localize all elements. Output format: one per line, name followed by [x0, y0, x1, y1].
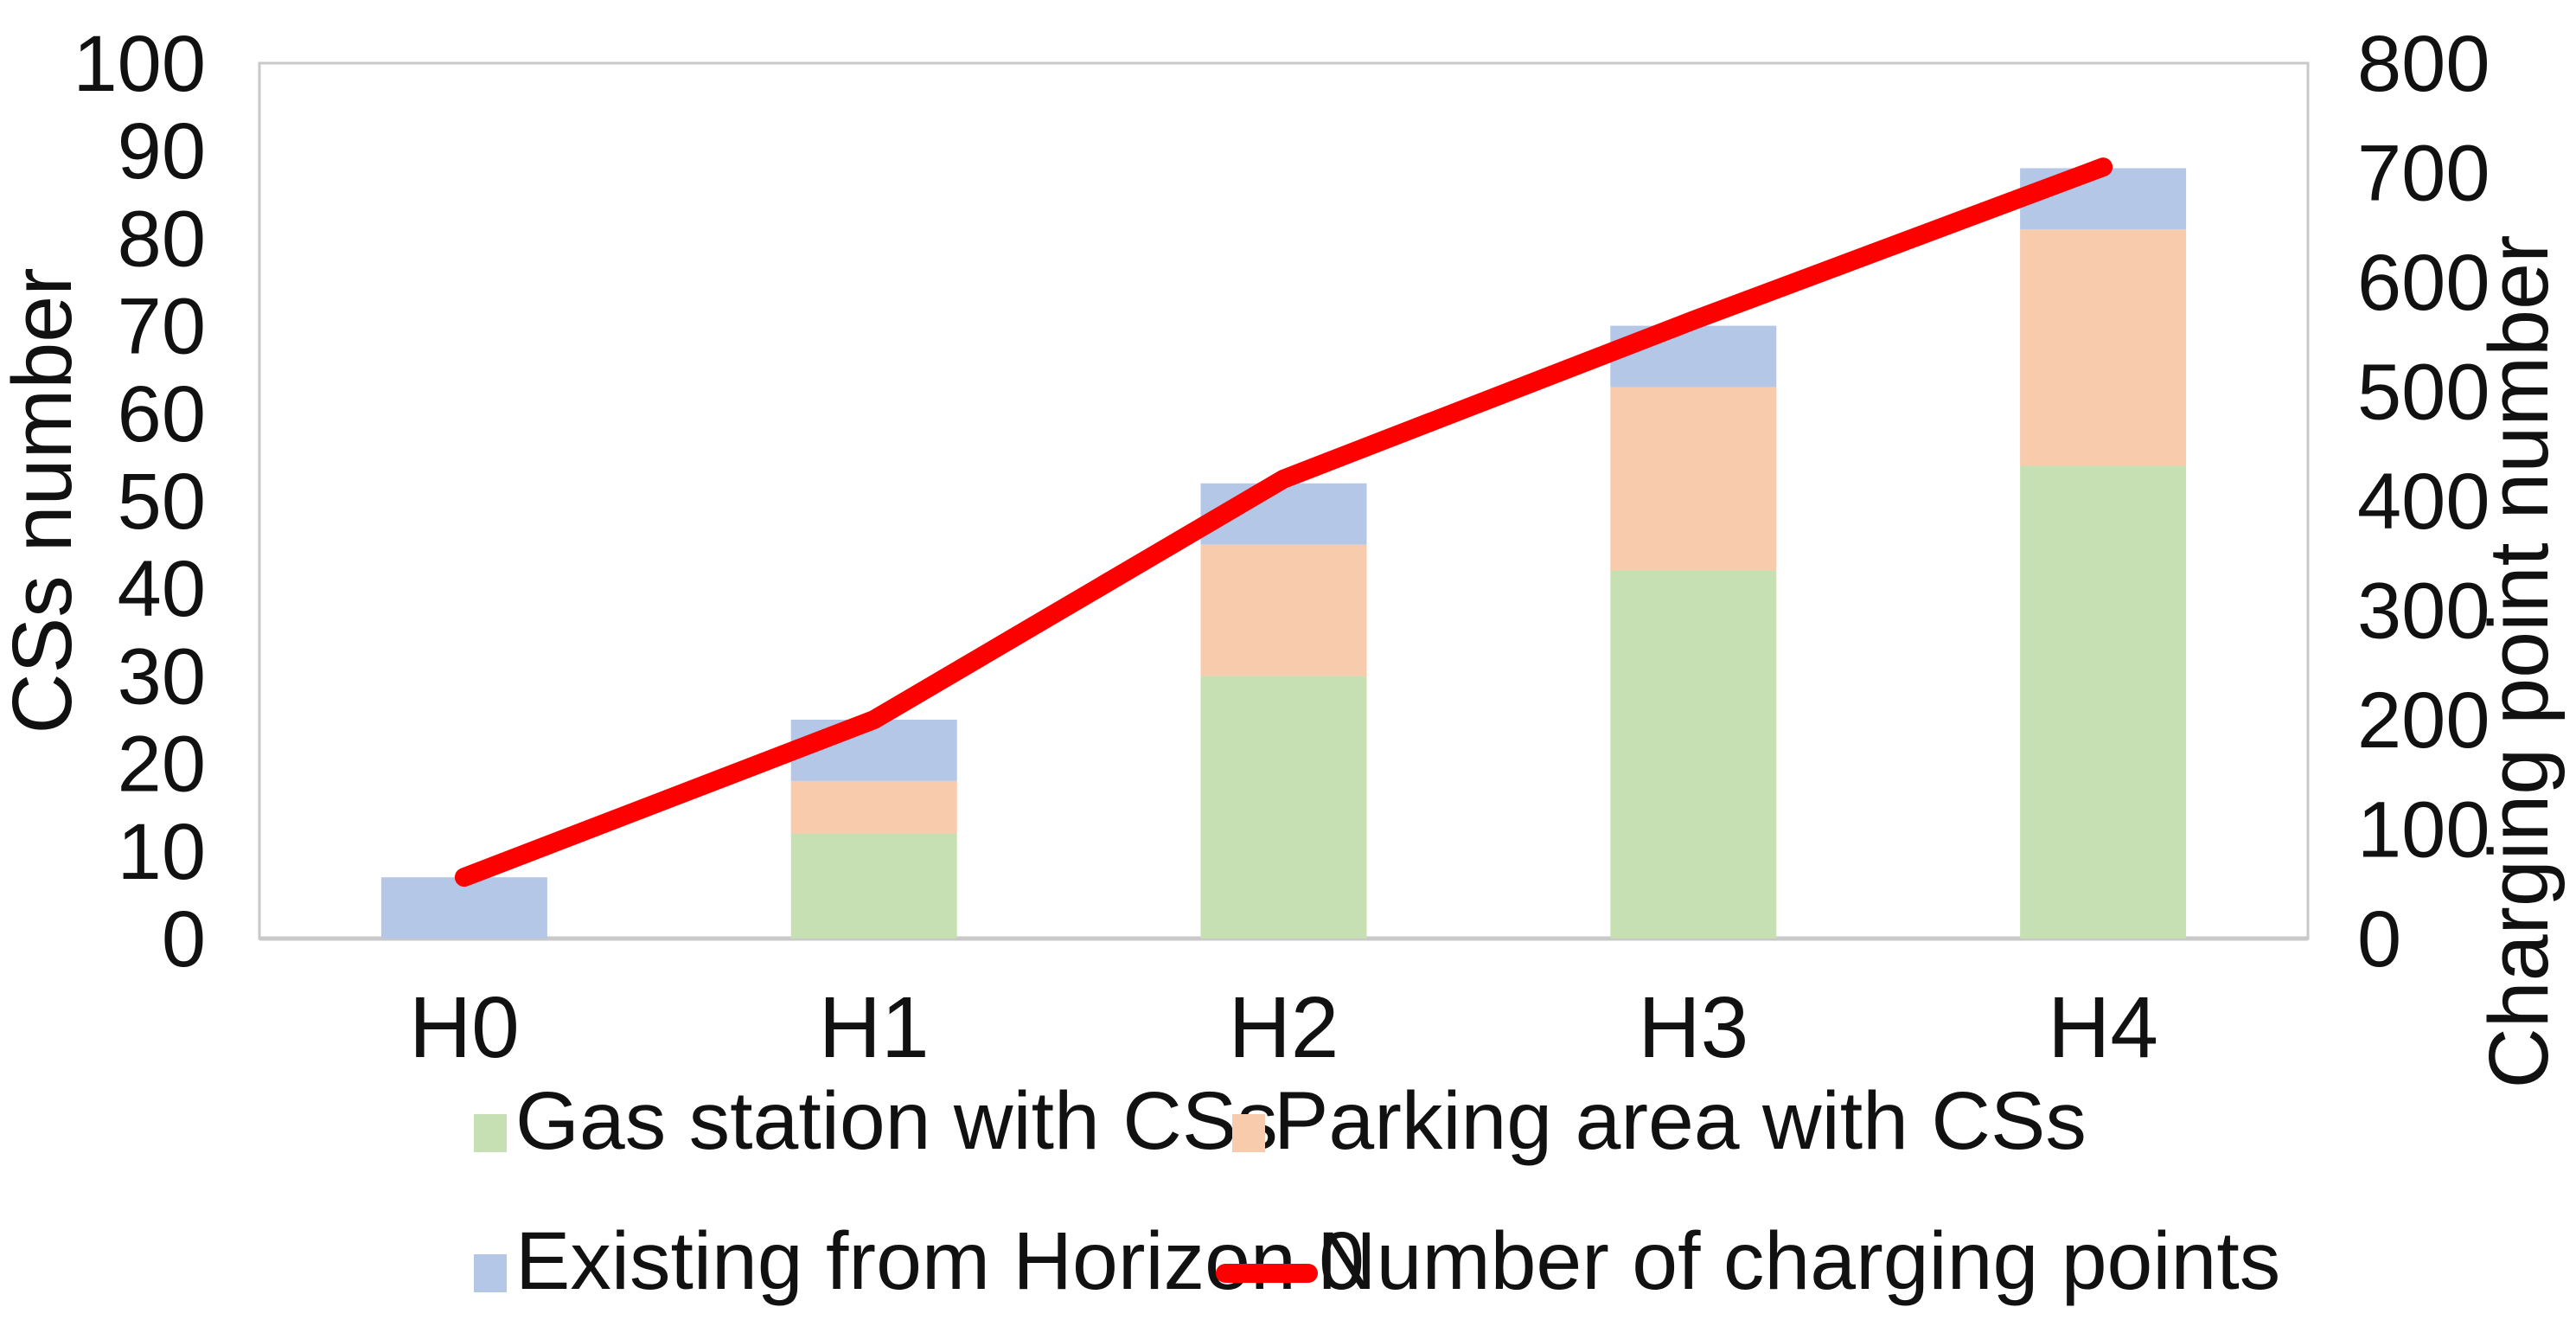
legend-swatch-existing-from-horizon-0	[474, 1254, 507, 1292]
bar-H2-parking-area-with-css	[1200, 544, 1367, 676]
y-right-tick-800: 800	[2357, 20, 2490, 108]
y-right-tick-600: 600	[2357, 239, 2490, 327]
y-left-tick-90: 90	[118, 107, 206, 195]
y-left-tick-40: 40	[118, 545, 206, 633]
y-left-tick-30: 30	[118, 632, 206, 721]
bar-H1-parking-area-with-css	[790, 780, 957, 834]
y-left-tick-20: 20	[118, 721, 206, 809]
legend-swatch-parking-area-with-css	[1232, 1114, 1265, 1152]
y-right-tick-700: 700	[2357, 130, 2490, 218]
y-right-tick-0: 0	[2357, 895, 2401, 984]
y-right-tick-100: 100	[2357, 786, 2490, 875]
bar-groups	[380, 168, 2187, 939]
y-right-tick-500: 500	[2357, 349, 2490, 437]
bar-H4-parking-area-with-css	[2020, 229, 2187, 466]
legend-label-gas-station-with-css: Gas station with CSs	[515, 1075, 1278, 1167]
legend-label-existing-from-horizon-0: Existing from Horizon 0	[515, 1215, 1365, 1307]
y-left-tick-60: 60	[118, 370, 206, 458]
y-left-tick-70: 70	[118, 283, 206, 371]
bar-H2-gas-station-with-css	[1200, 676, 1367, 939]
y-axis-right-tick-labels: 0 100 200 300 400 500 600 700 800	[2357, 20, 2490, 984]
y-left-tick-80: 80	[118, 195, 206, 283]
y-right-tick-300: 300	[2357, 567, 2490, 656]
y-right-tick-200: 200	[2357, 676, 2490, 765]
x-label-H1: H1	[819, 979, 930, 1076]
bar-H4-gas-station-with-css	[2020, 465, 2187, 939]
y-axis-left-title: CSs number	[0, 267, 89, 734]
y-left-tick-100: 100	[74, 20, 207, 108]
bar-H3-gas-station-with-css	[1610, 570, 1777, 939]
y-axis-right-title: Charging point number	[2471, 235, 2566, 1089]
y-right-tick-400: 400	[2357, 458, 2490, 546]
y-left-tick-0: 0	[162, 895, 206, 984]
bar-H1-gas-station-with-css	[790, 833, 957, 939]
x-axis-category-labels: H0 H1 H2 H3 H4	[409, 979, 2158, 1076]
x-label-H4: H4	[2048, 979, 2158, 1076]
y-left-tick-10: 10	[118, 808, 206, 896]
bar-H3-parking-area-with-css	[1610, 387, 1777, 571]
x-label-H2: H2	[1229, 979, 1339, 1076]
legend-label-number-of-charging-points: Number of charging points	[1317, 1215, 2280, 1307]
charging-points-line	[454, 157, 2113, 887]
y-left-tick-50: 50	[118, 458, 206, 546]
x-label-H0: H0	[409, 979, 520, 1076]
legend-swatch-gas-station-with-css	[474, 1114, 507, 1152]
legend-label-parking-area-with-css: Parking area with CSs	[1274, 1075, 2087, 1167]
x-label-H3: H3	[1638, 979, 1748, 1076]
bar-H0-existing-from-horizon-0	[380, 877, 547, 939]
